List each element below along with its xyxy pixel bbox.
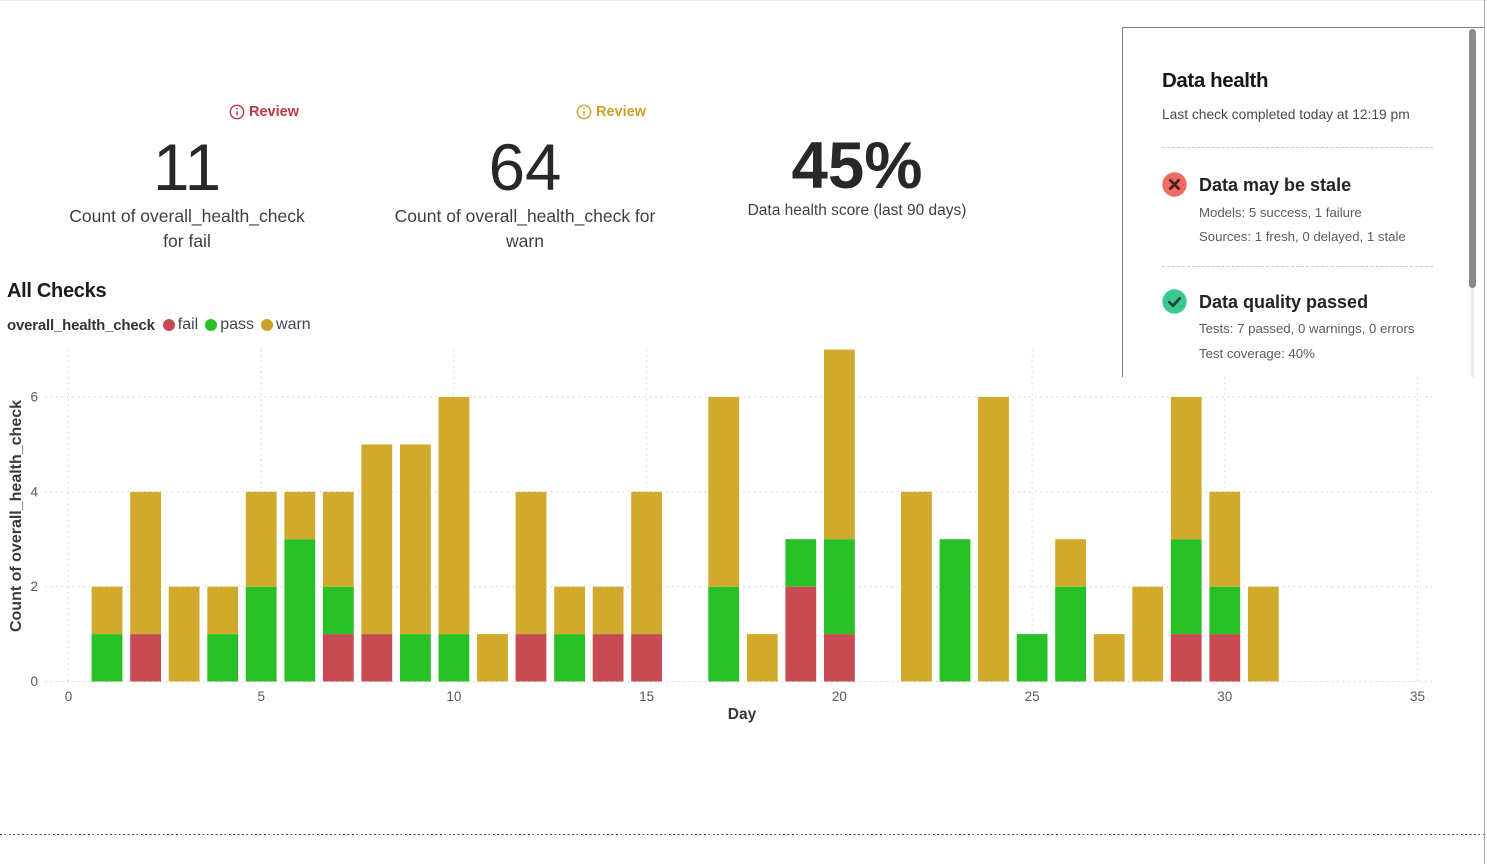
svg-text:35: 35 xyxy=(1410,689,1425,704)
svg-text:15: 15 xyxy=(639,689,654,704)
svg-text:10: 10 xyxy=(446,689,461,704)
svg-text:0: 0 xyxy=(65,689,73,704)
svg-text:Day: Day xyxy=(728,706,757,723)
svg-text:20: 20 xyxy=(832,689,847,704)
svg-text:6: 6 xyxy=(30,390,38,405)
svg-text:4: 4 xyxy=(30,484,38,499)
svg-text:2: 2 xyxy=(30,579,38,594)
svg-text:5: 5 xyxy=(257,689,265,704)
svg-text:25: 25 xyxy=(1025,689,1040,704)
svg-text:30: 30 xyxy=(1217,689,1232,704)
svg-text:Count of overall_health_check: Count of overall_health_check xyxy=(8,400,25,632)
svg-text:0: 0 xyxy=(30,674,38,689)
